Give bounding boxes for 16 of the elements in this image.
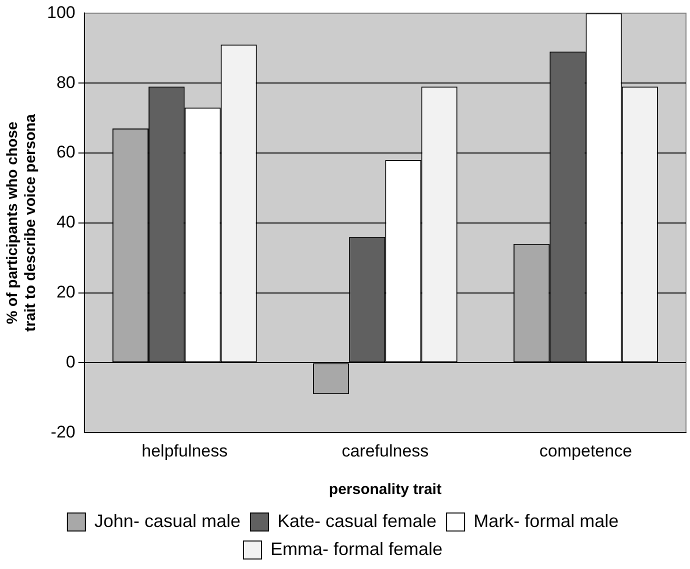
y-tick-label: 20 xyxy=(56,282,76,302)
y-tick-label: 40 xyxy=(56,212,76,232)
x-axis-title: personality trait xyxy=(328,481,442,498)
legend-label: John- casual male xyxy=(94,510,240,531)
x-tick-label: carefulness xyxy=(342,441,429,460)
x-tick-label: competence xyxy=(539,441,632,460)
y-tick-label: 100 xyxy=(46,2,76,22)
y-tick-label: 60 xyxy=(56,142,76,162)
legend-label: Mark- formal male xyxy=(474,510,619,531)
y-tick-label: -20 xyxy=(50,422,76,442)
y-axis-title: % of participants who chose trait to describe voice persona xyxy=(4,113,40,332)
y-tick-label: 80 xyxy=(56,72,76,92)
legend-label: Emma- formal female xyxy=(270,538,443,559)
legend-label: Kate- casual female xyxy=(277,510,437,531)
y-tick-label: 0 xyxy=(66,352,76,372)
x-tick-label: helpfulness xyxy=(142,441,228,460)
